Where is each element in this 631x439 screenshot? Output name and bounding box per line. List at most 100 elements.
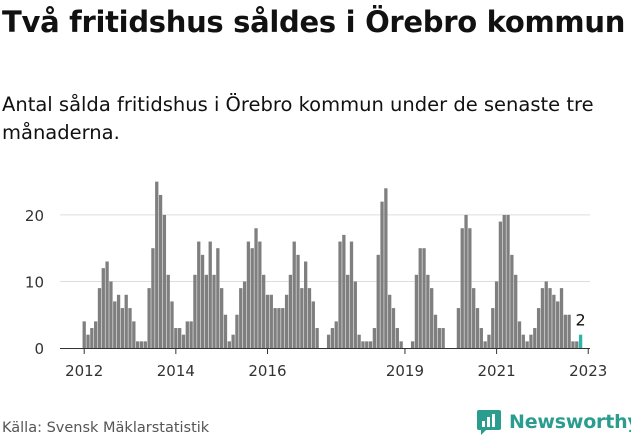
bar [132,321,136,348]
bar [300,288,304,348]
bar [101,268,105,348]
bar [136,341,140,348]
bar [514,274,518,348]
bar [510,254,514,348]
bar [479,328,483,348]
bar [368,341,373,348]
bar [475,308,480,348]
bar [174,328,178,348]
bar [342,234,346,348]
bar [483,341,487,348]
newsworthy-logo-icon [477,409,501,435]
x-tick-label: 2016 [248,362,286,380]
bar [304,261,308,348]
bar [376,254,380,348]
bar [544,281,548,348]
bar [330,328,335,348]
x-tick-label: 2012 [65,362,103,380]
bar-chart: 0 10 20 2012 2014 2016 2019 2021 2023 2 [25,181,607,380]
bar [208,241,212,348]
bar [296,254,300,348]
bar [254,228,258,348]
bar [575,341,579,348]
bar [487,334,491,348]
bar [109,281,113,348]
bar [120,308,125,348]
bar [281,308,285,348]
bar [86,334,90,348]
bar [441,328,445,348]
annotations: 2 [576,311,586,330]
bar [357,334,361,348]
bar [284,294,289,348]
bar [498,221,503,348]
bar [468,228,472,348]
x-tick-label: 2021 [478,362,516,380]
bar [502,214,506,348]
bar [437,328,441,348]
bar-highlight [578,334,583,348]
bar [277,308,281,348]
chart-title: Två fritidshus såldes i Örebro kommun [2,5,626,39]
bar [212,274,216,348]
bar [372,328,377,348]
bar [151,248,155,348]
bar [258,241,262,348]
bar [460,228,464,348]
bar [170,301,174,348]
bar [552,294,556,348]
x-axis-ticks: 2012 2014 2016 2019 2021 2023 [65,348,607,380]
bar [197,241,201,348]
bar [139,341,144,348]
bar [128,308,132,348]
bar [90,328,94,348]
chart-subtitle: Antal sålda fritidshus i Örebro kommun u… [2,93,594,144]
bar [189,321,193,348]
y-tick-label: 0 [34,340,44,358]
bar [472,288,476,348]
bar [567,314,571,348]
bar [399,341,403,348]
bar [517,321,522,348]
bar [536,308,541,348]
bar [426,274,430,348]
bar [231,334,235,348]
bar [384,188,388,348]
newsworthy-logo[interactable]: Newsworthy [476,408,631,436]
bar [365,341,369,348]
bar [380,201,384,348]
y-tick-label: 20 [25,207,44,225]
bar [346,274,350,348]
bar [361,341,365,348]
bar [239,288,243,348]
bar [571,341,575,348]
bar [166,274,170,348]
bar [430,288,434,348]
bar [414,274,419,348]
bar [533,328,537,348]
y-tick-label: 10 [25,273,44,291]
x-tick-label: 2023 [569,362,607,380]
bar [491,308,495,348]
bar [262,274,266,348]
bar [178,328,182,348]
bar [273,308,277,348]
bar [311,301,315,348]
bar [220,288,224,348]
bar [338,241,342,348]
bar [418,248,422,348]
source-note: Källa: Svensk Mäklarstatistik [2,420,210,436]
bar [525,341,529,348]
bar [105,261,109,348]
x-tick-label: 2014 [157,362,195,380]
bar [143,341,147,348]
bar [563,314,567,348]
bar [391,308,396,348]
bar [97,288,102,348]
bar [315,328,319,348]
bar [307,288,312,348]
bar [82,321,86,348]
bar [326,334,331,348]
bar [162,214,167,348]
bar [193,274,197,348]
